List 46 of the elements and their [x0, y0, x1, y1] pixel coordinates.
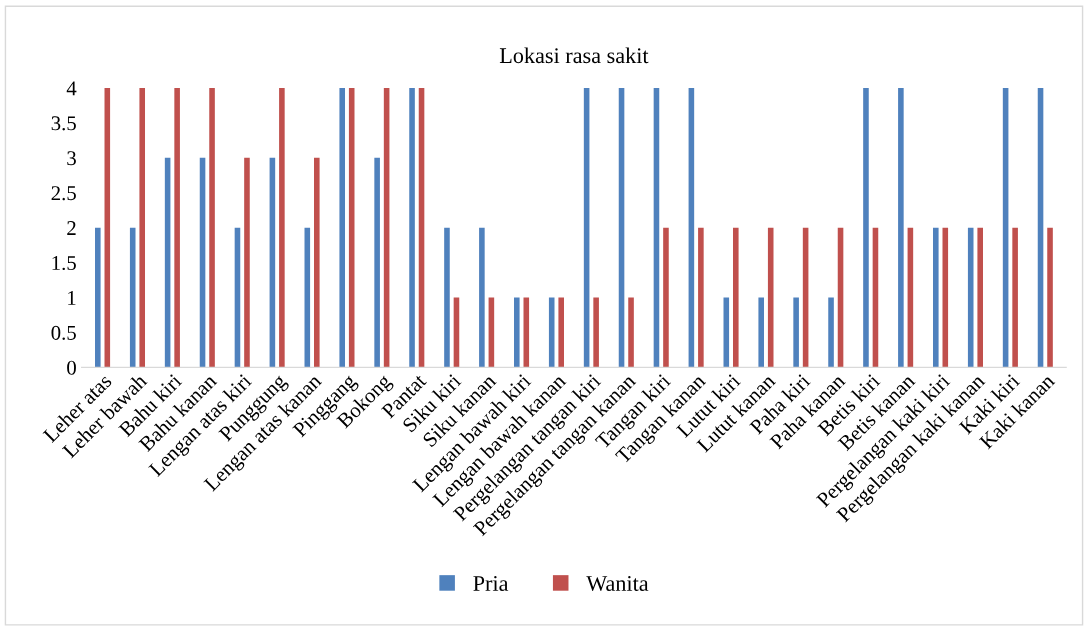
bar [95, 227, 101, 368]
chart-title: Lokasi rasa sakit [499, 47, 649, 64]
bar [942, 227, 949, 368]
bar [767, 227, 774, 368]
bar [733, 227, 739, 368]
y-tick-label: 3.5 [51, 116, 76, 131]
bar [793, 297, 799, 368]
bar [933, 227, 939, 368]
bar [1012, 227, 1018, 368]
bar [348, 87, 355, 368]
y-tick-label: 4 [66, 81, 77, 96]
bar [863, 87, 869, 368]
bar [374, 157, 380, 368]
bar [628, 297, 634, 368]
bar [479, 227, 485, 368]
y-tick-label: 3 [67, 151, 76, 166]
legend-label: Pria [473, 575, 509, 591]
bar [279, 87, 285, 368]
y-tick-label: 0.5 [51, 325, 76, 340]
bar [209, 87, 215, 368]
bar [444, 227, 450, 368]
bar [339, 87, 346, 368]
bar [898, 87, 904, 368]
bar [409, 87, 415, 368]
y-tick-label: 2 [67, 221, 76, 235]
bar [698, 227, 704, 368]
bar [663, 227, 669, 368]
bar [828, 297, 834, 368]
y-tick-label: 0 [67, 360, 76, 375]
bar [548, 297, 555, 368]
y-tick-label: 2.5 [51, 186, 76, 201]
bar [1047, 227, 1053, 368]
bar [593, 297, 599, 368]
legend-label: Wanita [586, 575, 649, 592]
bar [514, 297, 520, 368]
bar [558, 297, 564, 368]
bar [967, 227, 974, 368]
bar [314, 157, 320, 368]
bar [977, 227, 983, 368]
bar [129, 227, 136, 368]
bar [174, 87, 180, 368]
bar [244, 157, 250, 368]
y-tick-label: 1.5 [52, 256, 76, 271]
bar [139, 87, 146, 368]
y-tick-label: 1 [68, 290, 76, 305]
bar [758, 297, 764, 368]
